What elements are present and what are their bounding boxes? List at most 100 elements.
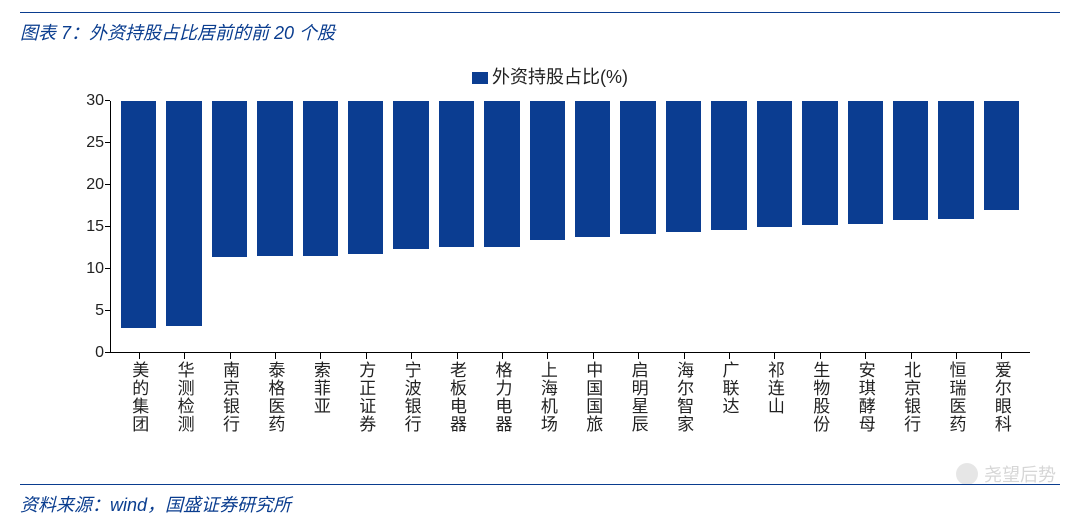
bar-slot [252, 101, 297, 353]
bar-slot [525, 101, 570, 353]
x-tick-label: 宁波银行 [399, 361, 424, 433]
bar-slot [479, 101, 524, 353]
y-tick-label: 0 [70, 344, 104, 362]
bar-slot [434, 101, 479, 353]
bar [984, 101, 1019, 210]
x-tick-mark [275, 353, 276, 359]
x-tick-mark [593, 353, 594, 359]
legend-label: 外资持股占比(%) [492, 67, 628, 87]
x-tick-label: 广联达 [716, 361, 741, 415]
bar-slot [207, 101, 252, 353]
bar-slot [116, 101, 161, 353]
x-tick-mark [230, 353, 231, 359]
bar-slot [298, 101, 343, 353]
wechat-icon [956, 463, 978, 485]
bar [666, 101, 701, 232]
figure-container: 图表 7：外资持股占比居前的前 20 个股 外资持股占比(%) 05101520… [0, 0, 1080, 527]
x-tick-label: 华测检测 [172, 361, 197, 433]
source-text: wind，国盛证券研究所 [110, 495, 291, 515]
bar-slot [843, 101, 888, 353]
x-tick-label: 祁连山 [762, 361, 787, 415]
x-tick-mark [638, 353, 639, 359]
bar-slot [161, 101, 206, 353]
x-tick-label: 爱尔眼科 [989, 361, 1014, 433]
bar [848, 101, 883, 224]
legend-swatch [472, 72, 488, 84]
x-tick-mark [320, 353, 321, 359]
x-tick-label: 启明星辰 [626, 361, 651, 433]
x-tick-label: 南京银行 [217, 361, 242, 433]
x-tick-mark [547, 353, 548, 359]
bar-slot [979, 101, 1024, 353]
x-tick-mark [774, 353, 775, 359]
bar [303, 101, 338, 256]
x-tick-mark [411, 353, 412, 359]
bar-slot [706, 101, 751, 353]
bar [484, 101, 519, 247]
plot-region: 051015202530 美的集团华测检测南京银行泰格医药索菲亚方正证券宁波银行… [110, 101, 1030, 353]
bar-slot [388, 101, 433, 353]
x-tick-label: 老板电器 [444, 361, 469, 433]
bar [393, 101, 428, 249]
x-tick-label: 美的集团 [126, 361, 151, 433]
x-tick-mark [820, 353, 821, 359]
bar [212, 101, 247, 257]
figure-title: 图表 7：外资持股占比居前的前 20 个股 [20, 12, 1060, 53]
bar [575, 101, 610, 237]
y-tick-label: 30 [70, 92, 104, 110]
bar-slot [933, 101, 978, 353]
bars-group [110, 101, 1030, 353]
x-tick-mark [366, 353, 367, 359]
x-tick-mark [184, 353, 185, 359]
bar-slot [343, 101, 388, 353]
y-tick-label: 10 [70, 260, 104, 278]
x-tick-mark [865, 353, 866, 359]
x-tick-label: 索菲亚 [308, 361, 333, 415]
bar-slot [888, 101, 933, 353]
bar-slot [797, 101, 842, 353]
x-tick-mark [956, 353, 957, 359]
x-tick-label: 方正证券 [353, 361, 378, 433]
figure-source: 资料来源：wind，国盛证券研究所 [20, 484, 1060, 517]
bar-slot [570, 101, 615, 353]
bar-slot [752, 101, 797, 353]
bar [121, 101, 156, 328]
bar [166, 101, 201, 326]
bar [620, 101, 655, 234]
chart-area: 外资持股占比(%) 051015202530 美的集团华测检测南京银行泰格医药索… [70, 63, 1030, 453]
bar [348, 101, 383, 254]
y-tick-label: 20 [70, 176, 104, 194]
source-prefix: 资料来源： [20, 495, 110, 515]
legend: 外资持股占比(%) [70, 63, 1030, 89]
bar [257, 101, 292, 256]
x-tick-mark [502, 353, 503, 359]
x-tick-mark [457, 353, 458, 359]
x-tick-mark [729, 353, 730, 359]
x-tick-label: 海尔智家 [671, 361, 696, 433]
x-tick-mark [1001, 353, 1002, 359]
bar [530, 101, 565, 240]
bar-slot [615, 101, 660, 353]
bar [802, 101, 837, 225]
x-tick-label: 北京银行 [898, 361, 923, 433]
x-tick-label: 生物股份 [807, 361, 832, 433]
bar [893, 101, 928, 220]
bar [439, 101, 474, 247]
x-tick-mark [911, 353, 912, 359]
bar [711, 101, 746, 230]
x-tick-mark [684, 353, 685, 359]
y-tick-label: 25 [70, 134, 104, 152]
x-tick-label: 格力电器 [489, 361, 514, 433]
x-tick-mark [139, 353, 140, 359]
bar-slot [661, 101, 706, 353]
x-tick-label: 上海机场 [535, 361, 560, 433]
x-tick-label: 恒瑞医药 [944, 361, 969, 433]
bar [938, 101, 973, 219]
x-tick-label: 安琪酵母 [853, 361, 878, 433]
x-tick-label: 中国国旅 [580, 361, 605, 433]
x-tick-label: 泰格医药 [262, 361, 287, 433]
y-tick-label: 15 [70, 218, 104, 236]
y-tick-label: 5 [70, 302, 104, 320]
y-axis: 051015202530 [70, 101, 110, 353]
bar [757, 101, 792, 227]
